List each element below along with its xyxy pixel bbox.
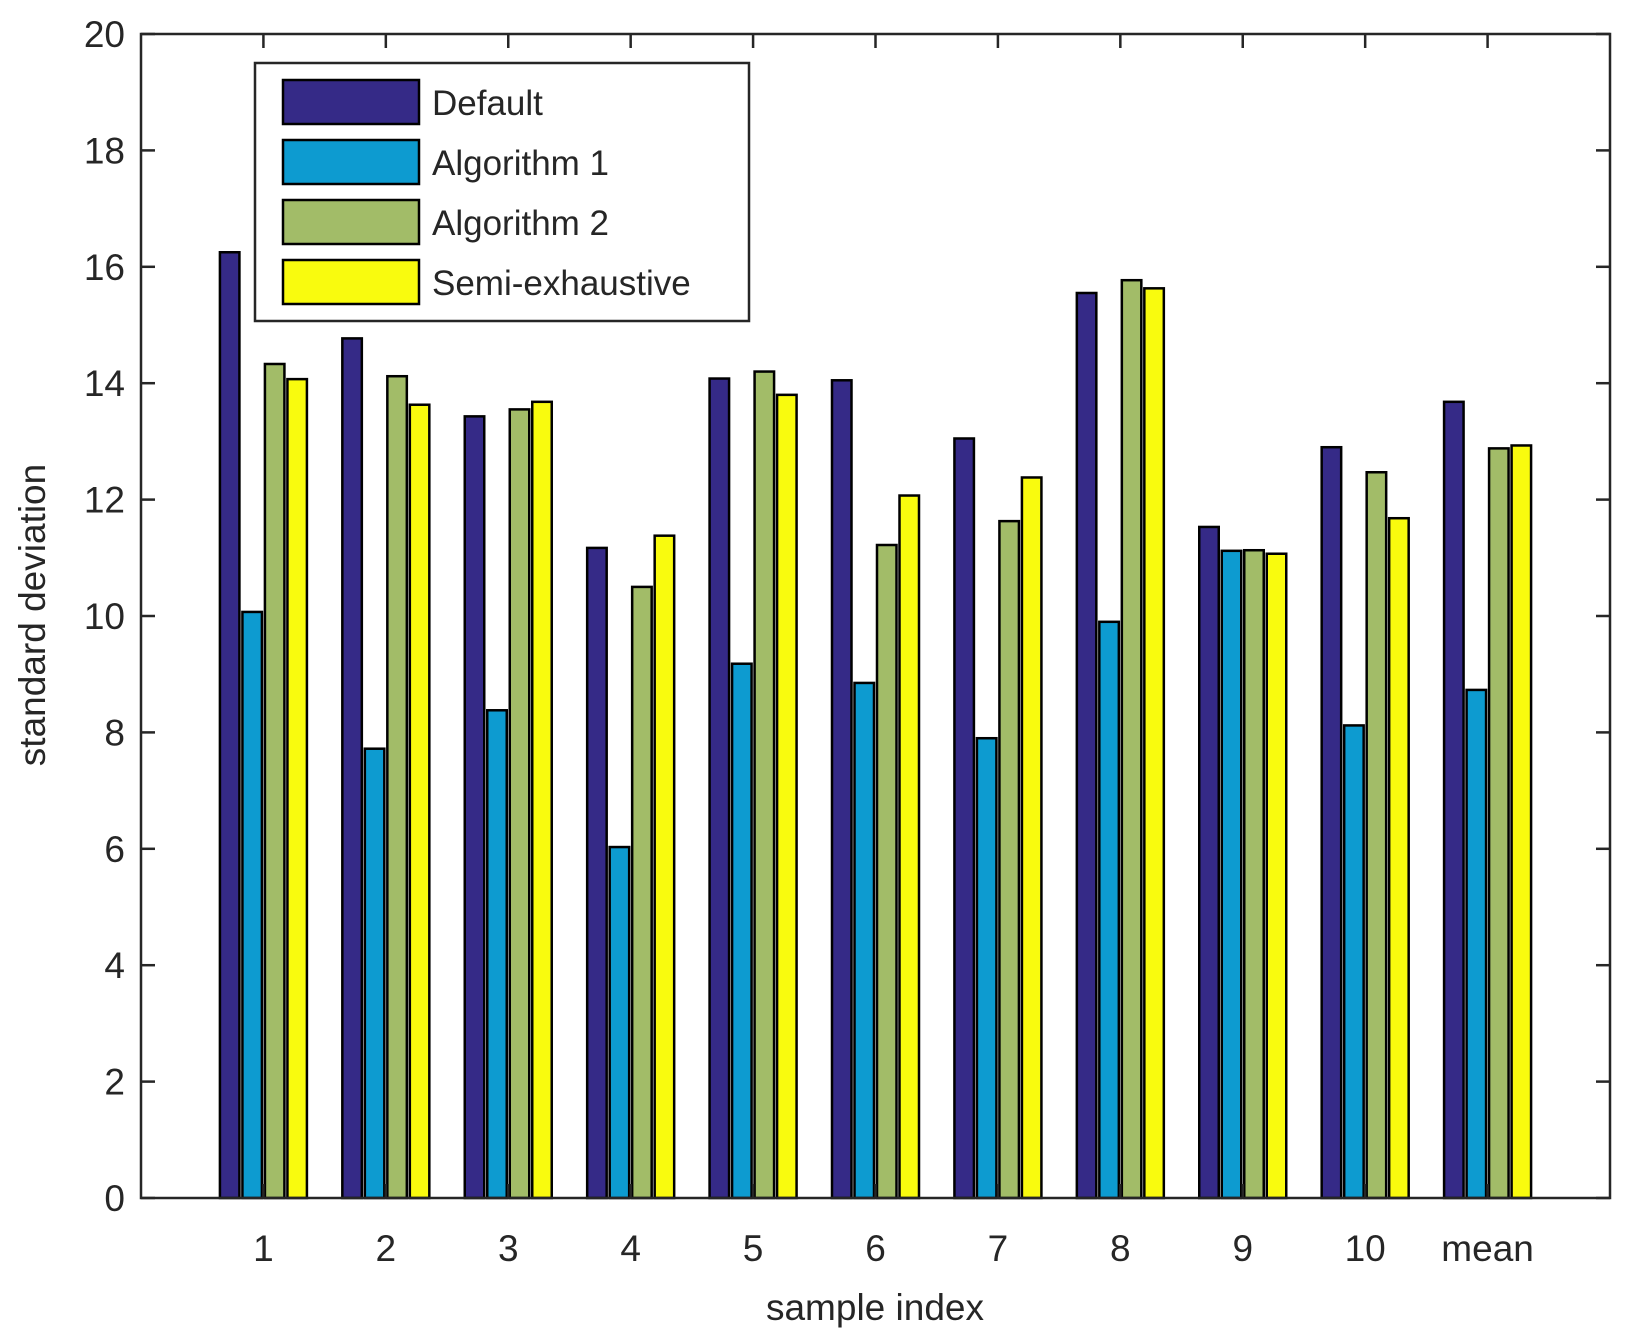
bar-algorithm-2-6 [875, 543, 898, 1200]
bar-semi-exhaustive-4 [653, 534, 676, 1200]
legend: Default Algorithm 1 Algorithm 2 Semi-exhaus… [253, 61, 751, 323]
y-tick-label: 18 [84, 130, 125, 171]
bar-default-1 [218, 251, 241, 1200]
legend-label-default: Default [432, 84, 543, 123]
bar-algorithm-2-3 [508, 408, 531, 1200]
y-axis-label: standard deviation [12, 464, 53, 766]
bar-semi-exhaustive-7 [1020, 476, 1043, 1200]
bar-default-10 [1320, 445, 1343, 1200]
legend-swatch-algorithm-1 [281, 138, 421, 186]
y-tick-label: 14 [84, 363, 125, 404]
bar-algorithm-2-10 [1365, 471, 1388, 1200]
bar-default-9 [1198, 525, 1220, 1200]
x-tick-label: 6 [865, 1228, 886, 1269]
legend-swatch-semi-exhaustive [281, 258, 421, 306]
bar-algorithm-2-4 [630, 585, 653, 1200]
y-tick-label: 6 [104, 829, 125, 870]
bar-algorithm-1-6 [853, 681, 876, 1200]
bar-semi-exhaustive-5 [775, 393, 798, 1200]
x-tick-label: 3 [498, 1228, 519, 1269]
y-tick-label: 10 [84, 596, 125, 637]
x-tick-label: 8 [1110, 1228, 1131, 1269]
bar-default-6 [830, 379, 853, 1200]
bar-algorithm-2-9 [1243, 548, 1265, 1200]
bar-default-8 [1075, 291, 1098, 1200]
legend-swatch-algorithm-2 [281, 198, 421, 246]
bar-algorithm-2-1 [263, 362, 286, 1200]
x-tick-label: 9 [1232, 1228, 1253, 1269]
bar-algorithm-1-8 [1098, 620, 1121, 1200]
bar-default-3 [463, 415, 486, 1200]
y-tick-label: 8 [104, 712, 125, 753]
bar-algorithm-2-8 [1120, 278, 1143, 1200]
x-tick-label: mean [1441, 1228, 1534, 1269]
y-tick-label: 0 [104, 1178, 125, 1219]
x-tick-label: 1 [253, 1228, 274, 1269]
x-tick-label: 7 [988, 1228, 1009, 1269]
bar-semi-exhaustive-mean [1510, 444, 1533, 1200]
bar-algorithm-2-2 [386, 374, 409, 1200]
bar-algorithm-1-3 [486, 709, 508, 1200]
bar-default-2 [341, 337, 364, 1200]
bar-algorithm-1-mean [1465, 688, 1488, 1200]
y-tick-label: 2 [104, 1062, 125, 1103]
bar-algorithm-1-1 [241, 610, 264, 1200]
legend-label-algorithm-1: Algorithm 1 [432, 144, 609, 183]
bar-semi-exhaustive-2 [408, 403, 431, 1200]
y-tick-label: 20 [84, 14, 125, 55]
bar-default-4 [585, 546, 608, 1200]
bar-algorithm-2-7 [998, 519, 1021, 1200]
bar-default-5 [708, 377, 731, 1200]
bar-default-7 [953, 437, 976, 1200]
legend-label-algorithm-2: Algorithm 2 [432, 204, 609, 243]
y-tick-label: 16 [84, 247, 125, 288]
x-tick-label: 2 [376, 1228, 397, 1269]
bar-algorithm-1-2 [363, 747, 386, 1200]
bar-default-mean [1442, 400, 1465, 1200]
bar-semi-exhaustive-10 [1387, 516, 1410, 1200]
x-tick-label: 4 [620, 1228, 641, 1269]
y-tick-label: 4 [104, 945, 125, 986]
bar-semi-exhaustive-1 [286, 377, 309, 1200]
legend-swatch-default [281, 78, 421, 126]
bar-algorithm-2-mean [1487, 447, 1510, 1200]
x-tick-label: 10 [1345, 1228, 1386, 1269]
bar-algorithm-1-9 [1220, 549, 1243, 1200]
bar-semi-exhaustive-8 [1143, 287, 1166, 1200]
x-tick-label: 5 [743, 1228, 764, 1269]
y-tick-label: 12 [84, 480, 125, 521]
bar-algorithm-1-7 [975, 736, 998, 1200]
bar-semi-exhaustive-6 [898, 494, 921, 1200]
bars-layer [218, 251, 1533, 1200]
bar-algorithm-2-5 [753, 370, 776, 1200]
bar-algorithm-1-5 [730, 662, 753, 1200]
bar-semi-exhaustive-9 [1265, 552, 1288, 1200]
x-axis-label: sample index [766, 1287, 985, 1328]
bar-semi-exhaustive-3 [531, 400, 553, 1200]
bar-algorithm-1-10 [1342, 724, 1365, 1200]
legend-label-semi-exhaustive: Semi-exhaustive [432, 264, 691, 303]
bar-algorithm-1-4 [608, 845, 631, 1200]
